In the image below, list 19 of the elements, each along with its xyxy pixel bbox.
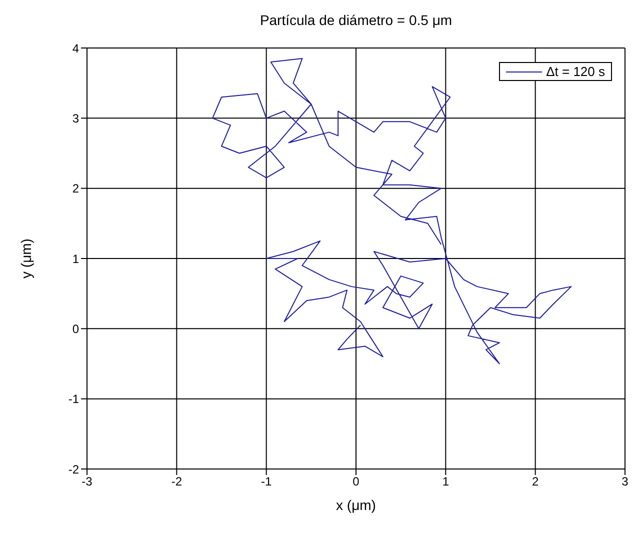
x-tick-label: -1 — [260, 474, 272, 489]
x-tick-label: 2 — [532, 474, 539, 489]
y-tick-label: 2 — [72, 182, 80, 196]
x-tick-label: 3 — [622, 474, 629, 489]
chart-title: Partícula de diámetro = 0.5 μm — [258, 12, 454, 28]
y-tick-label: 0 — [72, 322, 80, 336]
y-tick-label: 3 — [72, 111, 80, 126]
line-series — [212, 58, 572, 364]
y-tick-label: 4 — [72, 41, 80, 56]
x-tick-label: -3 — [82, 474, 93, 489]
x-tick-label: 1 — [442, 474, 450, 489]
x-tick-label: -2 — [171, 474, 182, 489]
x-axis-title: x (μm) — [336, 497, 376, 513]
y-tick-label: 1 — [72, 252, 80, 266]
y-tick-label: -1 — [68, 392, 80, 406]
legend-label: Δt = 120 s — [546, 64, 605, 79]
y-tick-label: -2 — [68, 462, 80, 476]
y-axis-title: y (μm) — [18, 238, 34, 278]
x-tick-label: 0 — [352, 474, 360, 489]
